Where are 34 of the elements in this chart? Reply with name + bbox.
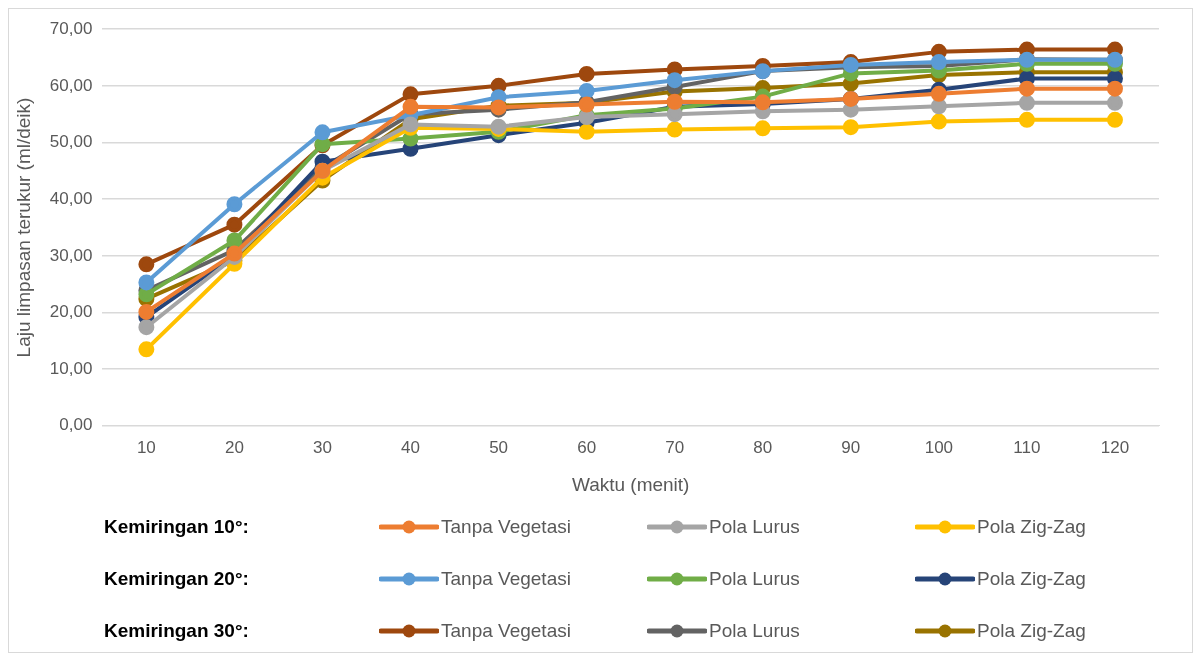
- x-tick-label: 50: [489, 437, 509, 457]
- legend-label: Pola Zig-Zag: [977, 568, 1086, 590]
- x-tick-label: 80: [753, 437, 773, 457]
- legend-label: Pola Zig-Zag: [977, 620, 1086, 642]
- x-axis-title: Waktu (menit): [571, 473, 690, 495]
- y-axis-title: Laju limpasan terukur (ml/deik): [12, 97, 34, 358]
- text: Kemiringan 10°:: [103, 516, 250, 538]
- x-tick-label: 30: [313, 437, 332, 457]
- x-tick-label: 70: [665, 437, 685, 457]
- y-tick-label: 50,00: [49, 132, 93, 152]
- x-tick-label: 120: [1100, 437, 1130, 457]
- x-tick-label: 40: [401, 437, 420, 457]
- legend-label: Tanpa Vegetasi: [441, 620, 571, 642]
- y-tick-label: 70,00: [49, 18, 93, 38]
- x-tick-label: 20: [224, 437, 244, 457]
- legend-label: Pola Zig-Zag: [977, 516, 1086, 538]
- x-tick-label: 100: [924, 437, 954, 457]
- legend-label: Pola Lurus: [709, 516, 800, 538]
- legend-label: Tanpa Vegetasi: [441, 568, 571, 590]
- y-tick-label: 0,00: [59, 415, 93, 435]
- legend-label: Tanpa Vegetasi: [441, 516, 571, 538]
- legend-label: Pola Lurus: [709, 568, 800, 590]
- legend-label: Pola Lurus: [709, 620, 800, 642]
- x-tick-label: 60: [577, 437, 597, 457]
- y-tick-label: 10,00: [49, 358, 93, 378]
- y-tick-label: 30,00: [49, 245, 93, 265]
- text: Kemiringan 30°:: [103, 620, 250, 642]
- y-tick-label: 60,00: [49, 75, 93, 95]
- x-tick-label: 10: [136, 437, 156, 457]
- x-tick-label: 90: [841, 437, 861, 457]
- y-tick-label: 40,00: [49, 188, 93, 208]
- x-tick-label: 110: [1013, 437, 1041, 457]
- y-tick-label: 20,00: [49, 302, 93, 322]
- text: Kemiringan 20°:: [103, 568, 250, 590]
